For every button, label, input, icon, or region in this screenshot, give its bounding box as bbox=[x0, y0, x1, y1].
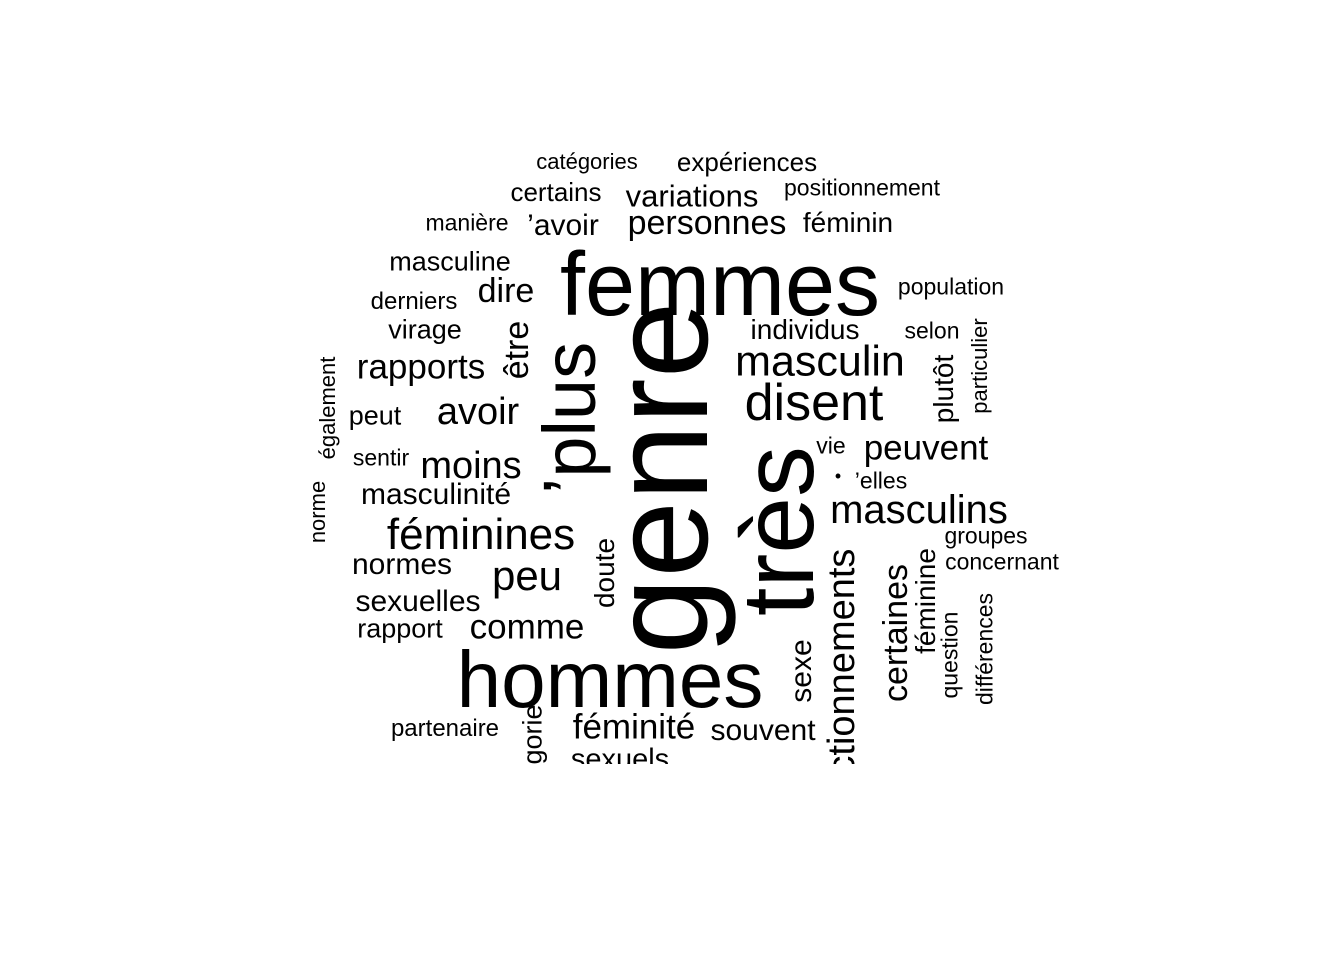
word-masculine: masculine bbox=[389, 246, 511, 277]
word-avoir: avoir bbox=[436, 391, 520, 433]
word-population: population bbox=[897, 273, 1005, 300]
word-sexuelles: sexuelles bbox=[355, 585, 481, 618]
word-peut: peut bbox=[348, 400, 402, 431]
word-elles: ’elles bbox=[854, 467, 908, 494]
word-normes: normes bbox=[351, 548, 453, 581]
word-vie: vie bbox=[816, 432, 846, 459]
word-experiences: expériences bbox=[676, 150, 818, 177]
word-doute: doute bbox=[589, 537, 620, 609]
word-moins: moins bbox=[420, 445, 522, 487]
word-plutot: plutôt bbox=[928, 354, 959, 424]
word-hommes: hommes bbox=[456, 635, 764, 724]
word-tres: très bbox=[721, 445, 835, 617]
word-partenaire: partenaire bbox=[390, 715, 500, 742]
word-avoir-apos: ’avoir bbox=[527, 209, 599, 242]
word-dire: dire bbox=[477, 272, 535, 310]
word-derniers: derniers bbox=[370, 288, 458, 315]
word-question: question bbox=[936, 611, 963, 699]
word-personnes: personnes bbox=[627, 204, 787, 242]
word-feminite: féminité bbox=[572, 707, 696, 747]
word-disent: disent bbox=[744, 374, 884, 432]
word-sexe: sexe bbox=[785, 639, 818, 703]
word-differences: différences bbox=[971, 592, 998, 706]
word-sentir: sentir bbox=[352, 444, 410, 471]
word-dot: • bbox=[834, 466, 842, 486]
word-rapport: rapport bbox=[357, 613, 443, 644]
word-individus: individus bbox=[750, 314, 860, 345]
word-virage: virage bbox=[388, 314, 462, 345]
word-certaines: certaines bbox=[877, 564, 915, 702]
word-norme: norme bbox=[305, 480, 330, 544]
word-sexuels: sexuels bbox=[570, 743, 670, 764]
word-variations: variations bbox=[625, 178, 759, 214]
word-maniere: manière bbox=[425, 209, 509, 236]
word-masculins: masculins bbox=[830, 488, 1008, 532]
word-rapports: rapports bbox=[356, 347, 486, 387]
word-concernant: concernant bbox=[945, 548, 1059, 575]
word-masculinite: masculinité bbox=[360, 478, 512, 511]
word-masculin: masculin bbox=[735, 337, 905, 386]
word-particulier: particulier bbox=[967, 318, 992, 414]
word-fonctionnements: fonctionnements bbox=[821, 548, 863, 764]
word-cloud-area: catégories expériences certains variations p… bbox=[0, 150, 1344, 764]
word-femmes: femmes bbox=[559, 235, 881, 335]
word-selon: selon bbox=[904, 317, 960, 344]
word-feminin: féminin bbox=[802, 207, 894, 238]
word-groupes: groupes bbox=[944, 522, 1028, 549]
word-peu: peu bbox=[491, 552, 563, 599]
word-souvent: souvent bbox=[710, 714, 816, 747]
word-categorie: catégorie bbox=[517, 704, 548, 764]
word-comme: comme bbox=[469, 607, 585, 647]
word-positionnement: positionnement bbox=[784, 174, 940, 201]
word-certains: certains bbox=[510, 177, 602, 207]
word-categories: catégories bbox=[536, 150, 638, 174]
word-feminines: féminines bbox=[386, 510, 576, 559]
word-peuvent: peuvent bbox=[863, 428, 989, 468]
word-egalement: également bbox=[315, 356, 340, 460]
